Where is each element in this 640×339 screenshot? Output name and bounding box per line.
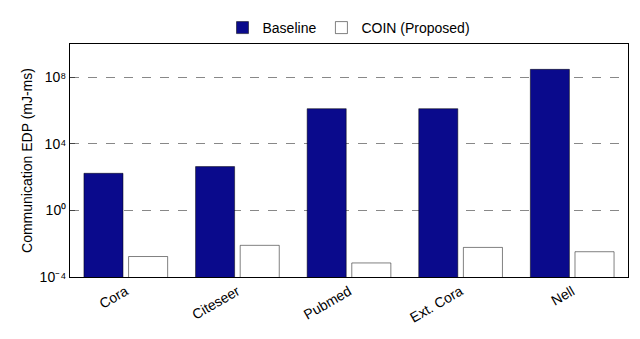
svg-text:COIN (Proposed): COIN (Proposed) [361, 20, 469, 36]
svg-text:10⁸: 10⁸ [45, 69, 67, 85]
svg-text:Baseline: Baseline [263, 20, 317, 36]
svg-text:Citeseer: Citeseer [189, 282, 242, 322]
svg-text:Ext. Cora: Ext. Cora [407, 283, 466, 326]
svg-text:Nell: Nell [548, 283, 577, 309]
svg-text:10⁰: 10⁰ [46, 202, 67, 218]
svg-text:Cora: Cora [97, 283, 131, 312]
svg-text:10⁴: 10⁴ [45, 136, 67, 152]
svg-text:Pubmed: Pubmed [301, 283, 354, 323]
svg-text:Communication EDP (mJ-ms): Communication EDP (mJ-ms) [19, 68, 35, 253]
svg-text:10⁻⁴: 10⁻⁴ [40, 269, 67, 285]
